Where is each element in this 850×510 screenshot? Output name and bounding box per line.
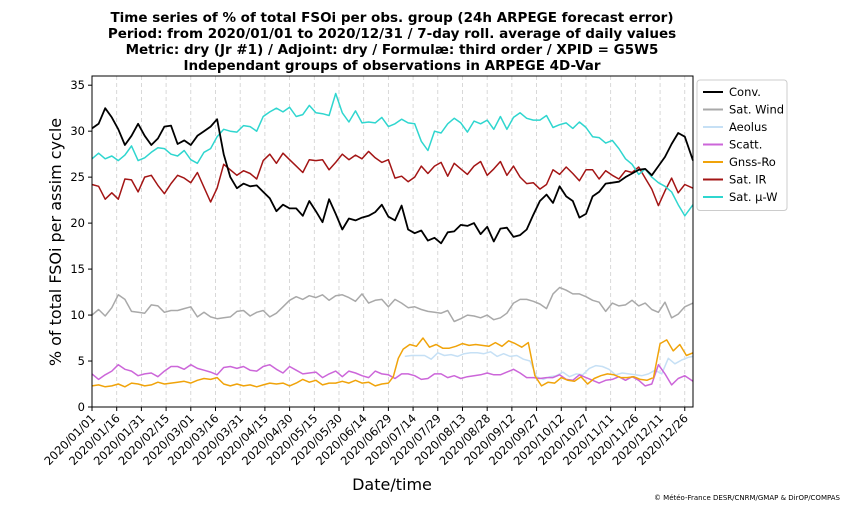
series-line-gnss-ro: [91, 337, 694, 388]
series-line-aeolus: [404, 351, 694, 381]
legend-label: Gnss-Ro: [729, 155, 776, 169]
legend-label: Sat. IR: [729, 173, 767, 187]
chart-title-line-1: Time series of % of total FSOi per obs. …: [110, 10, 673, 26]
legend-label: Sat. µ-W: [729, 190, 778, 204]
y-tick-label: 25: [70, 170, 85, 184]
chart-title-line-3: Metric: dry (Jr #1) / Adjoint: dry / For…: [126, 42, 659, 58]
x-axis: 2020/01/012020/01/162020/01/312020/02/15…: [41, 407, 691, 468]
vertical-gridlines: [91, 76, 686, 407]
series-line-conv: [91, 107, 694, 245]
series-line-sat-ir: [91, 150, 694, 207]
y-tick-label: 15: [70, 262, 85, 276]
y-tick-label: 10: [70, 308, 85, 322]
y-tick-label: 30: [70, 124, 85, 138]
legend-label: Sat. Wind: [729, 103, 784, 117]
chart-title-line-2: Period: from 2020/01/01 to 2020/12/31 / …: [108, 26, 676, 42]
legend-label: Conv.: [729, 85, 761, 99]
legend-box: [696, 79, 788, 211]
series-line-sat-wind: [91, 286, 694, 323]
copyright-credit: © Météo-France DESR/CNRM/GMAP & DirOP/CO…: [654, 494, 841, 502]
y-tick-label: 5: [78, 354, 85, 368]
y-tick-label: 0: [78, 400, 85, 414]
chart-title-line-4: Independant groups of observations in AR…: [183, 58, 600, 74]
y-tick-label: 35: [70, 78, 85, 92]
legend-label: Scatt.: [729, 138, 762, 152]
x-axis-label: Date/time: [352, 475, 432, 494]
plot-area-frame: [91, 75, 694, 408]
chart-title-block: Time series of % of total FSOi per obs. …: [108, 10, 676, 74]
legend: Conv. Sat. Wind Aeolus Scatt. Gnss-Ro Sat. IR…: [696, 79, 788, 211]
series-line-sat-w: [91, 92, 694, 217]
y-axis-label: % of total FSOi per assim cycle: [46, 118, 65, 366]
series-lines: [91, 92, 694, 388]
legend-label: Aeolus: [729, 120, 767, 134]
y-axis: 0 5 10 15 20 25 30 35: [70, 78, 92, 414]
y-tick-label: 20: [70, 216, 85, 230]
